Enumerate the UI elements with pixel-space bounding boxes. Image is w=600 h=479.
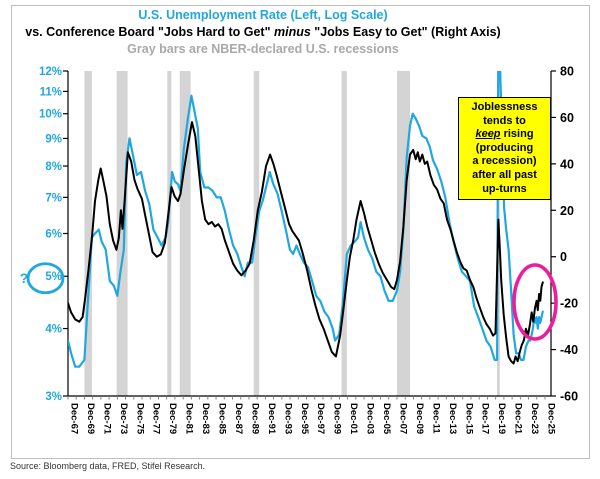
annotation-line: (producing (475, 141, 534, 154)
jobs-differential-line (68, 121, 544, 365)
chart-titles: U.S. Unemployment Rate (Left, Log Scale)… (0, 7, 526, 58)
x-axis-label: Dec-97 (315, 403, 326, 434)
right-axis-label: -20 (560, 297, 578, 311)
x-axis-label: Dec-95 (299, 403, 310, 435)
highlight-ellipse-icon (512, 263, 558, 341)
question-mark: ? (20, 270, 29, 286)
left-axis-label: 5% (45, 271, 62, 283)
x-axis-label: Dec-67 (69, 403, 80, 434)
right-axis-label: -60 (560, 390, 578, 404)
annotation-line: after all past (472, 168, 537, 181)
x-axis-label: Dec-91 (266, 403, 277, 435)
x-axis-label: Dec-13 (447, 403, 458, 434)
x-axis-label: Dec-15 (463, 403, 474, 435)
recession-band (167, 71, 172, 396)
right-axis-label: 40 (560, 157, 574, 171)
recession-band (341, 71, 347, 396)
left-axis-label: 6% (45, 229, 62, 241)
right-axis-label: 20 (560, 204, 574, 218)
figure-border (11, 5, 590, 459)
unemployment-rate-line (68, 71, 544, 368)
x-axis-label: Dec-73 (118, 403, 129, 434)
recession-band (84, 71, 92, 396)
x-axis-label: Dec-01 (348, 403, 359, 435)
x-axis-label: Dec-21 (513, 403, 524, 435)
x-axis-label: Dec-87 (233, 403, 244, 434)
title-line3: Gray bars are NBER-declared U.S. recessi… (127, 42, 399, 56)
x-axis-label: Dec-89 (249, 403, 260, 434)
annotation-line: tends to (483, 114, 526, 127)
x-axis-label: Dec-19 (496, 403, 507, 434)
left-axis-label: 7% (45, 192, 62, 204)
x-axis-label: Dec-77 (151, 403, 162, 434)
annotation-line: up-turns (482, 182, 527, 195)
x-axis-label: Dec-17 (480, 403, 491, 434)
x-axis-label: Dec-81 (184, 403, 195, 435)
x-axis-label: Dec-09 (414, 403, 425, 434)
left-axis-label: 11% (40, 86, 62, 98)
keep-word: keep (475, 128, 501, 141)
x-axis-label: Dec-23 (529, 403, 540, 434)
right-axis-label: 80 (560, 65, 574, 79)
x-axis-label: Dec-71 (101, 403, 112, 435)
forecast-circle-icon (26, 262, 65, 295)
annotation-line-rest: rising (500, 128, 534, 141)
left-axis-label: 10% (39, 109, 62, 121)
annotation-line: keep rising (460, 128, 549, 142)
left-axis-label: 9% (45, 133, 62, 145)
title-line1: U.S. Unemployment Rate (Left, Log Scale) (138, 8, 388, 22)
x-axis-label: Dec-05 (381, 403, 392, 435)
annotation-line: Joblessness (471, 101, 538, 113)
recession-band (179, 71, 191, 396)
title-line2: vs. Conference Board "Jobs Hard to Get" … (0, 24, 526, 41)
x-axis-label: Dec-83 (200, 403, 211, 434)
right-axis-label: 0 (560, 250, 567, 264)
annotation-line: a recession) (472, 155, 537, 168)
x-axis-label: Dec-79 (167, 403, 178, 434)
source-note: Source: Bloomberg data, FRED, Stifel Res… (10, 461, 206, 471)
left-axis-label: 3% (45, 391, 62, 403)
x-axis-label: Dec-11 (430, 403, 441, 434)
right-axis-label: 60 (560, 111, 574, 125)
left-axis-label: 4% (45, 324, 62, 336)
x-axis-label: Dec-75 (134, 403, 145, 435)
x-axis-label: Dec-69 (85, 403, 96, 434)
left-axis-label: 12% (39, 66, 62, 78)
minus-word: minus (274, 25, 311, 39)
x-axis-label: Dec-07 (397, 403, 408, 434)
x-axis-label: Dec-99 (332, 403, 343, 434)
recession-band (116, 71, 128, 396)
left-axis-label: 8% (45, 161, 62, 173)
x-axis-label: Dec-85 (217, 403, 228, 435)
x-axis-label: Dec-03 (365, 403, 376, 434)
title-line2-pre: vs. Conference Board "Jobs Hard to Get" (25, 25, 274, 39)
right-axis-label: -40 (560, 343, 578, 357)
x-axis-label: Dec-93 (282, 403, 293, 434)
annotation-box: Joblessness tends to keep rising (produc… (458, 97, 551, 201)
title-line2-post: "Jobs Easy to Get" (Right Axis) (310, 25, 501, 39)
x-axis-label: Dec-25 (546, 403, 557, 435)
